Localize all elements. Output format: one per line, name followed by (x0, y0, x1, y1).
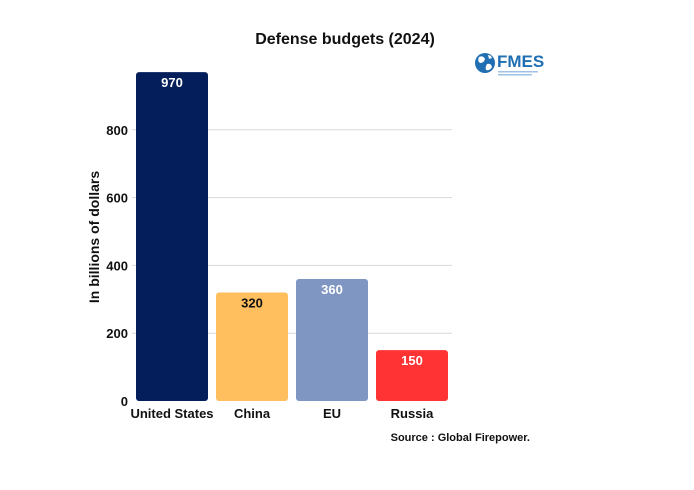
data-label: 320 (241, 296, 263, 311)
bars (136, 72, 448, 402)
data-labels: 970 320 360 150 (161, 75, 423, 368)
data-label: 360 (321, 282, 343, 297)
x-category-label: United States (130, 406, 213, 421)
chart-title: Defense budgets (2024) (255, 31, 435, 48)
x-category-label: Russia (391, 406, 434, 421)
y-tick-label: 400 (106, 258, 128, 273)
data-label: 150 (401, 353, 423, 368)
bar-russia (376, 350, 448, 401)
logo-text: FMES (497, 52, 544, 71)
x-axis-categories: United States China EU Russia (130, 406, 434, 421)
bar-china (216, 292, 288, 401)
bar-eu (296, 278, 368, 401)
y-axis-ticks: 0 200 400 600 800 (106, 123, 128, 409)
globe-icon (475, 53, 495, 73)
y-tick-label: 800 (106, 123, 128, 138)
x-category-label: EU (323, 406, 341, 421)
y-axis-label: In billions of dollars (86, 171, 102, 303)
source-note: Source : Global Firepower. (391, 432, 530, 444)
fmes-logo: FMES (475, 52, 544, 76)
y-tick-label: 200 (106, 326, 128, 341)
y-tick-label: 0 (121, 394, 128, 409)
y-tick-label: 600 (106, 191, 128, 206)
bar-united-states (136, 72, 208, 402)
x-category-label: China (234, 406, 271, 421)
data-label: 970 (161, 75, 183, 90)
